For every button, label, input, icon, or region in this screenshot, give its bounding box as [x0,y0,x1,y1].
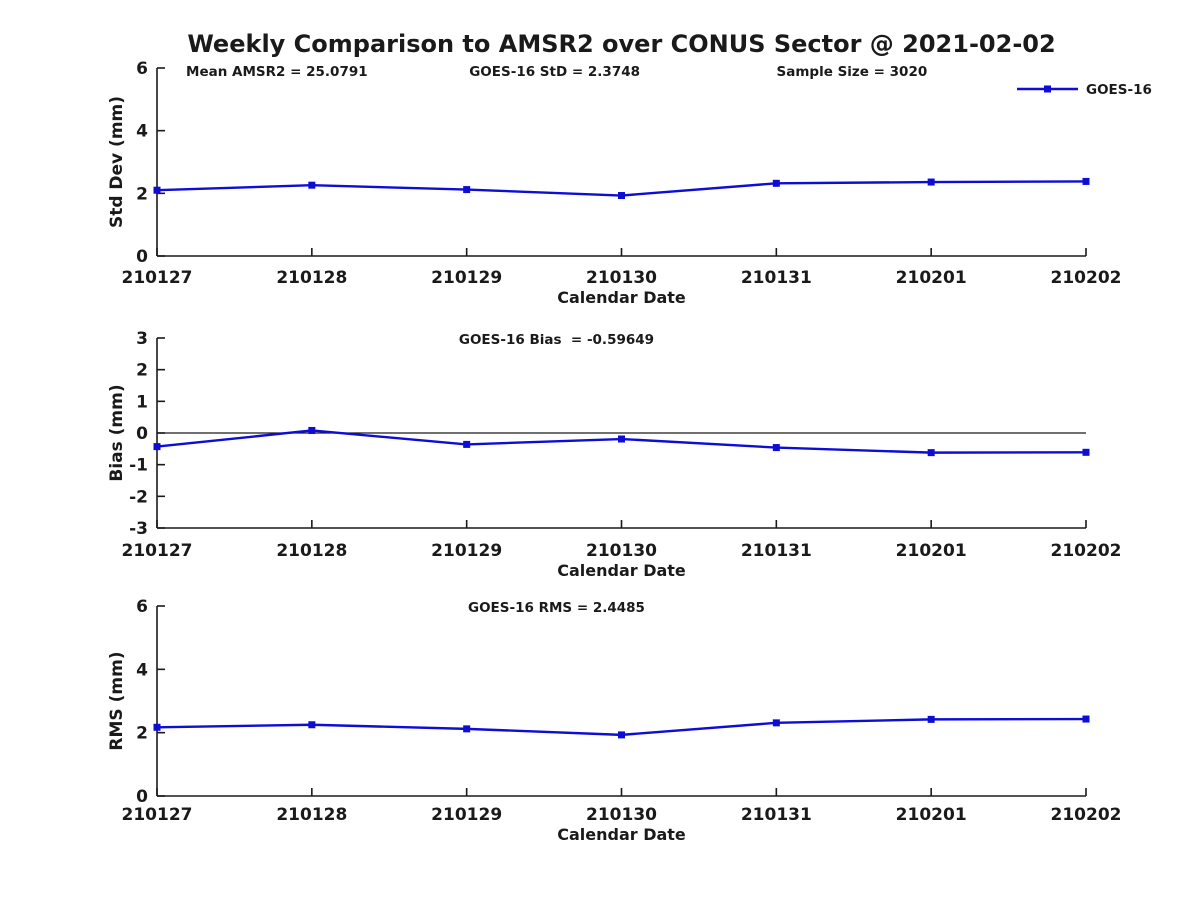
x-tick-label: 210131 [741,805,812,825]
series-marker-goes-16 [618,192,625,200]
y-tick-label: 6 [136,59,148,79]
y-tick-label: 0 [136,424,148,444]
y-tick-label: 4 [136,660,148,680]
y-tick-label: -3 [129,519,148,539]
y-tick-label: 4 [136,122,148,142]
series-marker-goes-16 [772,719,780,727]
series-marker-goes-16 [463,725,471,733]
std-dev-chart: Mean AMSR2 = 25.0791 GOES-16 StD = 2.3748… [107,59,1152,307]
x-tick-label: 210201 [896,541,967,561]
series-marker-goes-16 [927,715,935,723]
series-marker-goes-16 [308,181,316,189]
rms-chart: GOES-16 RMS = 2.4485 0 2 4 6 210127 210128 2101… [107,597,1122,844]
series-marker-goes-16 [308,426,316,434]
series-marker-goes-16 [1082,177,1090,185]
legend-label: GOES-16 [1086,82,1152,98]
x-tick-label: 210131 [741,268,812,288]
x-tick-label: 210130 [586,268,657,288]
y-tick-label: -2 [129,487,148,507]
x-tick-label: 210130 [586,805,657,825]
y-tick-label: 1 [136,392,148,412]
figure-title: Weekly Comparison to AMSR2 over CONUS Se… [187,30,1056,58]
series-marker-goes-16 [618,731,625,739]
series-marker-goes-16 [463,440,471,448]
x-axis-label: Calendar Date [557,825,686,844]
y-tick-label: 2 [136,361,148,381]
series-marker-goes-16 [153,443,161,451]
x-tick-label: 210201 [896,805,967,825]
x-tick-label: 210129 [431,541,502,561]
x-tick-label: 210128 [276,268,347,288]
stat-annotation: Sample Size = 3020 [777,64,928,80]
y-tick-label: 6 [136,597,148,617]
series-marker-goes-16 [618,435,625,443]
stat-annotation: Mean AMSR2 = 25.0791 [186,64,368,80]
x-axis-label: Calendar Date [557,561,686,580]
y-tick-label: 0 [136,247,148,267]
series-marker-goes-16 [1082,448,1090,456]
series-marker-goes-16 [927,449,935,457]
x-tick-label: 210127 [122,805,193,825]
y-tick-label: 0 [136,787,148,807]
x-tick-label: 210127 [122,268,193,288]
series-marker-goes-16 [308,721,316,729]
x-tick-label: 210129 [431,268,502,288]
x-tick-label: 210130 [586,541,657,561]
series-marker-goes-16 [153,186,161,194]
series-marker-goes-16 [927,178,935,186]
y-tick-label: 3 [136,329,148,349]
x-tick-label: 210202 [1051,805,1122,825]
x-tick-label: 210128 [276,805,347,825]
series-marker-goes-16 [772,444,780,452]
series-marker-goes-16 [463,186,471,194]
stat-annotation: GOES-16 StD = 2.3748 [469,64,640,80]
x-tick-label: 210129 [431,805,502,825]
chart-subtitle: GOES-16 Bias = -0.59649 [459,332,654,348]
y-tick-label: -1 [129,456,148,476]
x-tick-label: 210202 [1051,268,1122,288]
series-marker-goes-16 [772,179,780,187]
x-axis-label: Calendar Date [557,288,686,307]
y-axis-label: RMS (mm) [107,651,127,750]
y-axis-label: Std Dev (mm) [107,96,127,228]
y-tick-label: 2 [136,184,148,204]
x-tick-label: 210131 [741,541,812,561]
x-tick-label: 210202 [1051,541,1122,561]
chart-subtitle: GOES-16 RMS = 2.4485 [468,600,645,616]
legend-marker-icon [1044,85,1051,93]
x-tick-label: 210128 [276,541,347,561]
bias-chart: GOES-16 Bias = -0.59649 -3 -2 -1 0 1 2 3 210127 2… [107,329,1122,580]
series-marker-goes-16 [1082,715,1090,723]
series-marker-goes-16 [153,723,161,731]
y-axis-label: Bias (mm) [107,384,127,481]
x-tick-label: 210201 [896,268,967,288]
y-tick-label: 2 [136,724,148,744]
x-tick-label: 210127 [122,541,193,561]
